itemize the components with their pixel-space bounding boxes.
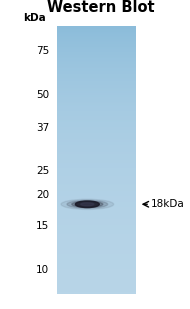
Text: Western Blot: Western Blot bbox=[47, 0, 155, 15]
Text: 18kDa: 18kDa bbox=[151, 199, 185, 209]
Ellipse shape bbox=[67, 201, 108, 208]
Text: kDa: kDa bbox=[24, 13, 46, 23]
Ellipse shape bbox=[81, 203, 94, 206]
Ellipse shape bbox=[75, 201, 99, 208]
Ellipse shape bbox=[72, 201, 103, 207]
Ellipse shape bbox=[61, 199, 114, 210]
